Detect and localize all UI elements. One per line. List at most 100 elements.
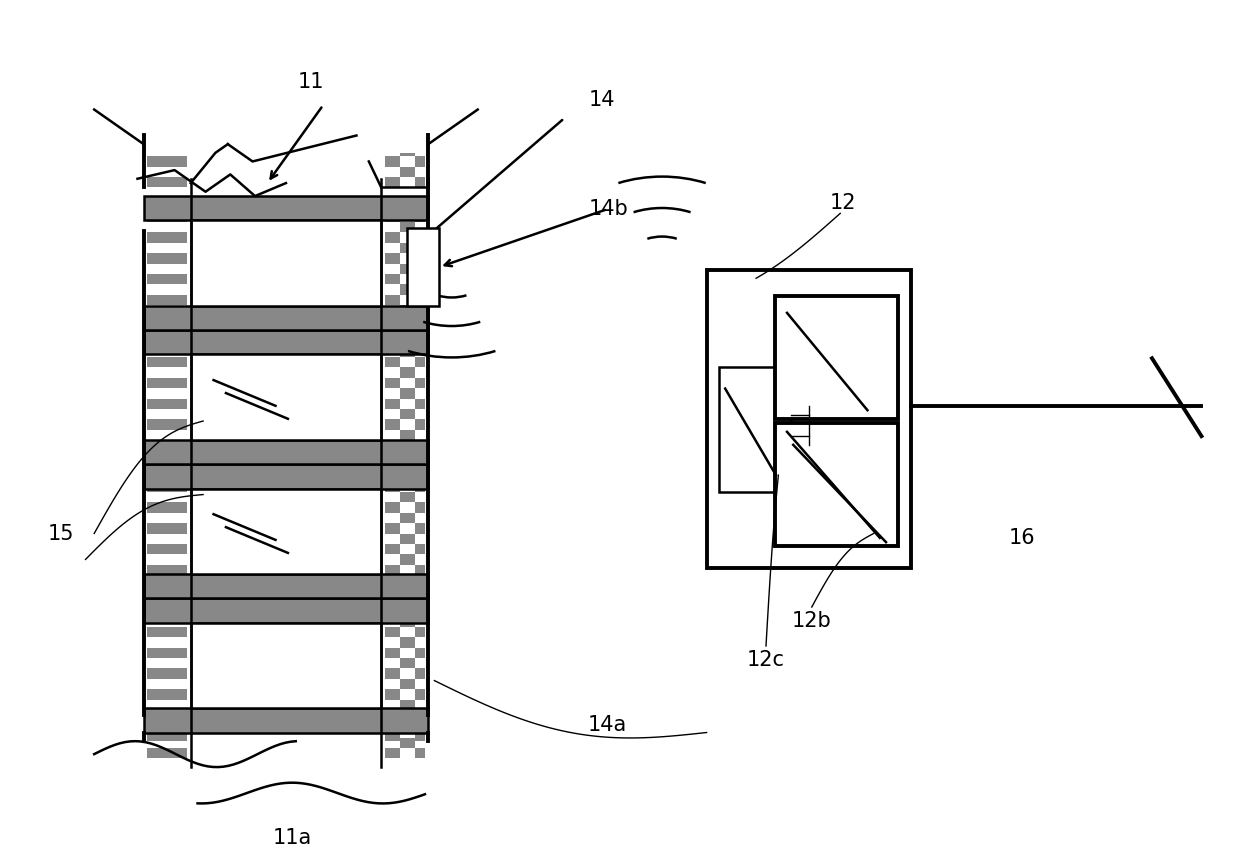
Bar (399, 534, 414, 544)
Bar (247, 470, 259, 478)
Bar (407, 344, 419, 352)
Bar (707, 270, 910, 569)
Bar (162, 212, 177, 222)
Bar (272, 470, 284, 478)
Bar (384, 440, 399, 450)
Bar (399, 658, 414, 668)
Bar (407, 332, 419, 335)
Bar (414, 196, 424, 201)
Bar (407, 454, 419, 463)
Bar (284, 575, 296, 579)
Bar (272, 311, 284, 319)
Bar (177, 523, 187, 534)
Bar (259, 454, 272, 463)
Bar (234, 210, 247, 219)
Bar (210, 600, 222, 603)
Bar (162, 710, 177, 720)
Bar (247, 201, 259, 210)
Bar (345, 311, 357, 319)
Bar (284, 588, 296, 596)
Bar (399, 700, 414, 710)
Bar (177, 212, 187, 222)
Bar (399, 555, 414, 565)
Bar (144, 464, 428, 489)
Bar (399, 264, 414, 274)
Bar (160, 210, 172, 219)
Bar (284, 307, 296, 311)
Bar (370, 201, 382, 210)
Bar (321, 470, 334, 478)
Bar (399, 450, 414, 461)
Bar (162, 565, 177, 575)
Bar (210, 575, 222, 579)
Bar (309, 710, 321, 713)
Bar (162, 648, 177, 658)
Bar (399, 738, 414, 748)
Bar (172, 198, 185, 201)
Bar (357, 600, 370, 603)
Bar (197, 579, 210, 588)
Bar (284, 319, 296, 328)
Bar (259, 588, 272, 596)
Bar (309, 612, 321, 621)
Bar (210, 710, 222, 713)
Bar (177, 482, 187, 492)
Bar (148, 648, 162, 658)
Bar (162, 233, 177, 243)
Bar (384, 212, 399, 222)
Bar (234, 319, 247, 328)
Bar (144, 196, 428, 220)
Bar (414, 565, 424, 575)
Bar (272, 603, 284, 612)
Bar (177, 606, 187, 616)
Bar (414, 440, 424, 450)
Bar (210, 612, 222, 621)
Bar (384, 668, 399, 679)
Bar (419, 311, 424, 319)
Bar (384, 748, 399, 759)
Bar (234, 454, 247, 463)
Bar (382, 332, 394, 335)
Bar (148, 196, 162, 201)
Bar (414, 482, 424, 492)
Bar (148, 332, 160, 335)
Bar (185, 442, 197, 445)
Bar (334, 588, 345, 596)
Bar (177, 295, 187, 305)
Bar (172, 466, 185, 470)
Bar (284, 478, 296, 487)
Bar (177, 748, 187, 759)
Bar (414, 295, 424, 305)
Bar (177, 668, 187, 679)
Bar (407, 575, 419, 579)
Bar (148, 748, 162, 759)
Bar (309, 466, 321, 470)
Bar (160, 344, 172, 352)
Bar (414, 689, 424, 700)
Bar (357, 319, 370, 328)
Text: 14b: 14b (589, 199, 629, 219)
Bar (177, 156, 187, 167)
Bar (160, 478, 172, 487)
Bar (334, 600, 345, 603)
Bar (399, 471, 414, 482)
Bar (177, 648, 187, 658)
Bar (160, 442, 172, 445)
Bar (172, 332, 185, 335)
Bar (407, 478, 419, 487)
Bar (296, 603, 309, 612)
Bar (309, 210, 321, 219)
Bar (382, 612, 394, 621)
Bar (370, 579, 382, 588)
Bar (177, 461, 187, 471)
Bar (177, 378, 187, 388)
Bar (370, 335, 382, 344)
Bar (222, 335, 234, 344)
Bar (148, 710, 160, 713)
Bar (259, 307, 272, 311)
Bar (357, 332, 370, 335)
Bar (384, 733, 399, 738)
Bar (272, 445, 284, 454)
Bar (399, 430, 414, 440)
Bar (148, 689, 162, 700)
